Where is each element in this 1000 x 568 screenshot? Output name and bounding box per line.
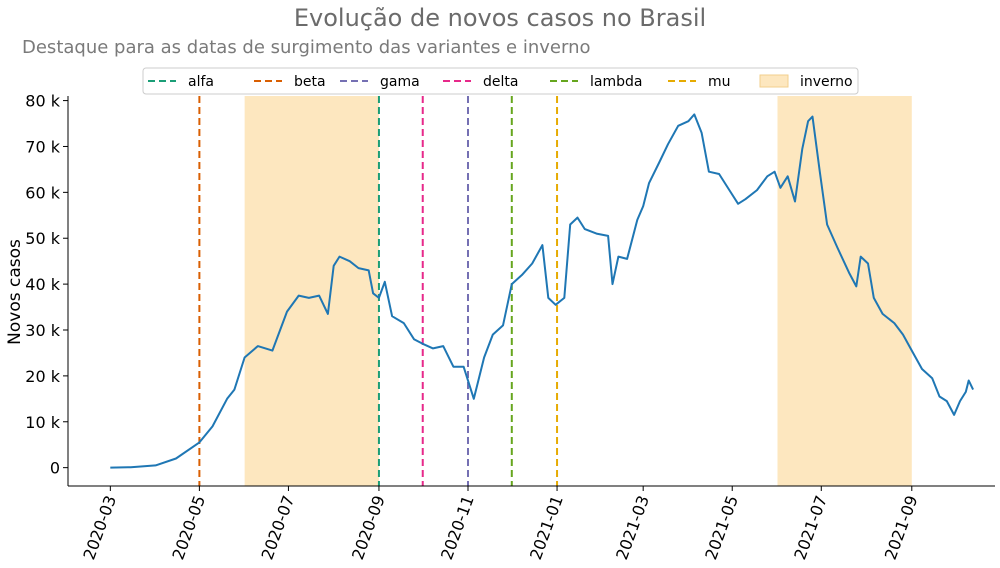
y-tick-label: 60 k — [25, 183, 60, 202]
x-tick-label: 2020-09 — [348, 493, 389, 562]
x-tick-label: 2020-07 — [257, 493, 298, 562]
x-tick-label: 2021-05 — [701, 493, 742, 562]
legend-label-mu: mu — [708, 74, 731, 90]
y-tick-label: 0 — [50, 459, 60, 478]
chart-subtitle: Destaque para as datas de surgimento das… — [22, 37, 591, 58]
x-tick-label: 2021-09 — [881, 493, 922, 562]
chart-title: Evolução de novos casos no Brasil — [294, 4, 706, 32]
x-tick-label: 2021-01 — [526, 493, 567, 562]
series-layer — [110, 113, 975, 469]
y-tick-label: 70 k — [25, 137, 60, 156]
winter-band-1 — [777, 96, 912, 486]
x-tick-label: 2021-07 — [790, 493, 831, 562]
y-axis-label: Novos casos — [5, 239, 25, 345]
legend: alfa beta gama delta lambda mu inverno — [142, 67, 859, 95]
series-line-0 — [110, 113, 975, 469]
legend-label-gama: gama — [380, 74, 420, 90]
legend-label-lambda: lambda — [590, 74, 642, 90]
y-tick-label: 80 k — [25, 92, 60, 111]
x-tick-label: 2020-03 — [79, 493, 120, 562]
y-tick-label: 10 k — [25, 413, 60, 432]
x-tick-label: 2021-03 — [612, 493, 653, 562]
legend-label-alfa: alfa — [188, 74, 214, 90]
y-tick-label: 30 k — [25, 321, 60, 340]
x-tick-label: 2020-11 — [437, 493, 478, 562]
legend-swatch-inverno — [759, 74, 789, 88]
winter-band-0 — [244, 96, 379, 486]
legend-label-inverno: inverno — [800, 74, 853, 90]
y-tick-label: 50 k — [25, 229, 60, 248]
winter-bands — [244, 96, 912, 486]
y-tick-label: 20 k — [25, 367, 60, 386]
variant-lines — [198, 96, 559, 486]
y-tick-label: 40 k — [25, 275, 60, 294]
x-tick-label: 2020-05 — [168, 493, 209, 562]
legend-label-delta: delta — [483, 74, 518, 90]
legend-box — [142, 67, 859, 95]
legend-label-beta: beta — [294, 74, 326, 90]
